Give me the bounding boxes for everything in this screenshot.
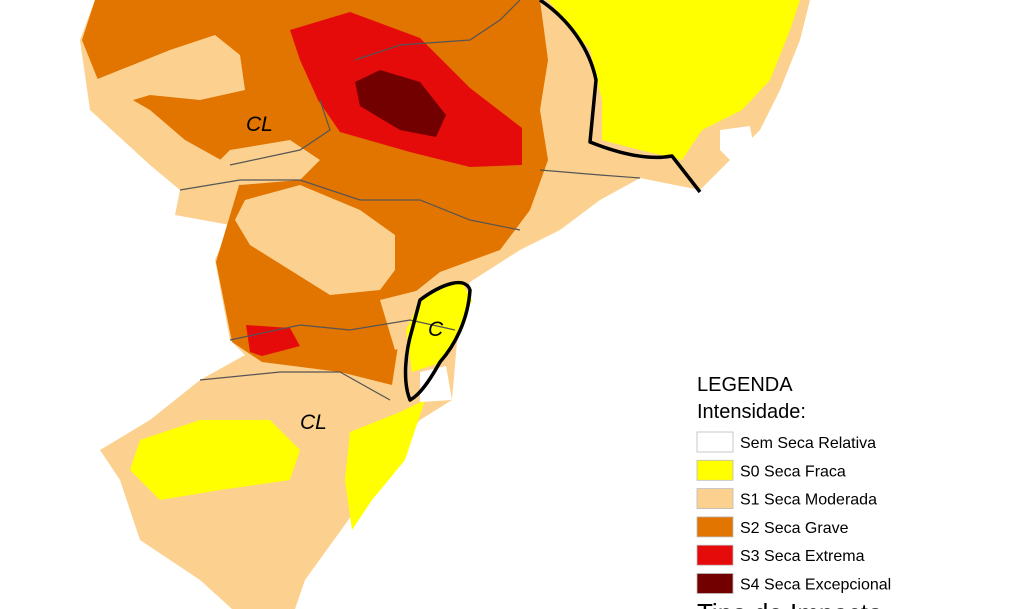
border bbox=[229, 0, 521, 166]
impact-boundary bbox=[403, 280, 472, 402]
region-s0 bbox=[548, 0, 800, 160]
legend-label: Sem Seca Relativa bbox=[740, 435, 876, 452]
impact-label: C bbox=[428, 318, 444, 341]
legend-swatch bbox=[696, 459, 734, 481]
border bbox=[229, 319, 456, 341]
border bbox=[179, 179, 521, 231]
region-s1 bbox=[95, 35, 245, 110]
legend-swatch bbox=[696, 544, 734, 566]
region-s4 bbox=[355, 70, 446, 137]
region-none bbox=[420, 366, 452, 402]
legend: LEGENDA Intensidade: Tipo de Impacto Sem… bbox=[696, 374, 891, 609]
legend-swatch bbox=[696, 431, 734, 453]
legend-label: S0 Seca Fraca bbox=[740, 463, 846, 480]
region-s1 bbox=[200, 140, 320, 185]
legend-label: S2 Seca Grave bbox=[740, 520, 849, 537]
impact-lines bbox=[403, 0, 702, 402]
legend-label: S4 Seca Excepcional bbox=[740, 577, 891, 594]
region-s1 bbox=[235, 185, 395, 295]
impact-label: CL bbox=[246, 113, 273, 136]
region-none bbox=[720, 126, 756, 166]
state-borders bbox=[179, 0, 641, 401]
impact-boundary bbox=[539, 0, 702, 194]
border bbox=[199, 371, 391, 401]
region-s0 bbox=[130, 420, 300, 500]
legend-title: LEGENDA bbox=[697, 374, 793, 396]
legend-label: S3 Seca Extrema bbox=[740, 548, 865, 565]
legend-label: S1 Seca Moderada bbox=[740, 492, 877, 509]
border bbox=[539, 169, 641, 179]
legend-swatch bbox=[696, 516, 734, 538]
region-s3 bbox=[246, 325, 300, 356]
region-s0 bbox=[345, 400, 425, 530]
legend-section: Tipo de Impacto bbox=[697, 598, 882, 609]
impact-label: CL bbox=[300, 411, 327, 434]
legend-swatch bbox=[696, 573, 734, 594]
legend-subtitle: Intensidade: bbox=[697, 401, 806, 423]
legend-swatch bbox=[696, 488, 734, 510]
